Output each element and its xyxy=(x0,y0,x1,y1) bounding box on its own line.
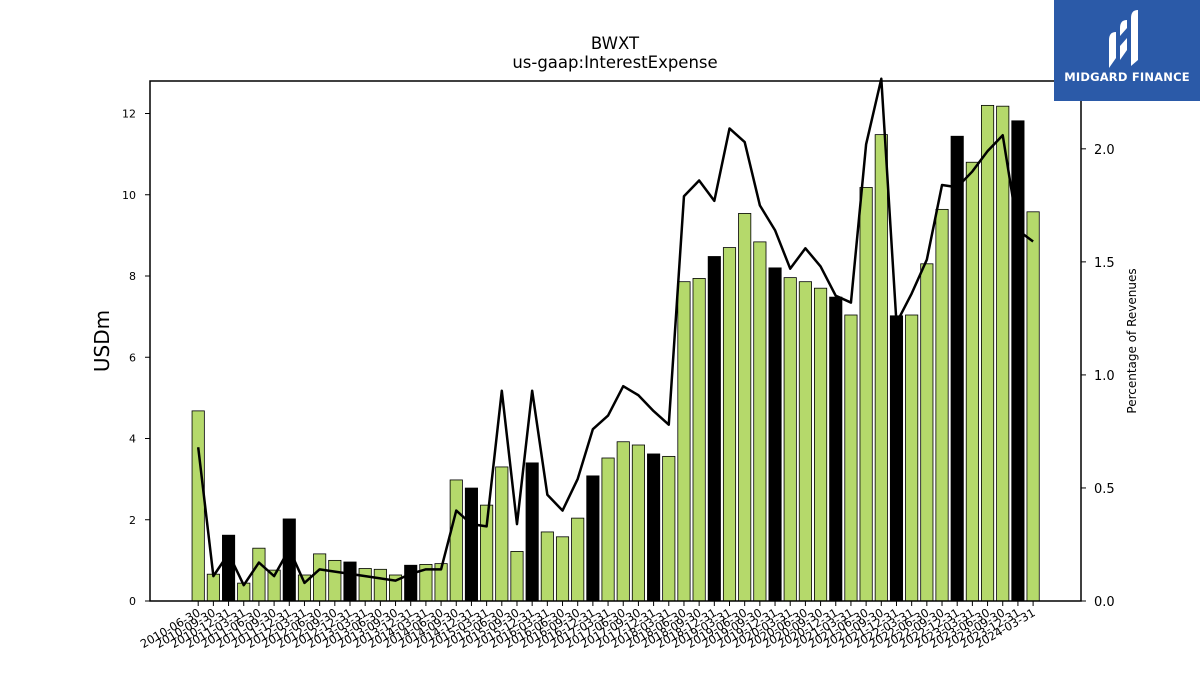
bar xyxy=(206,573,220,602)
bar xyxy=(889,315,904,602)
ratio-line xyxy=(196,77,1034,587)
y-tick-label: 12 xyxy=(122,108,136,121)
bar xyxy=(1011,120,1025,602)
bar xyxy=(692,278,706,602)
brand-name: MIDGARD FINANCE xyxy=(1064,70,1190,84)
bar xyxy=(798,281,812,602)
bar xyxy=(768,267,782,602)
bar xyxy=(328,559,342,602)
y-tick-label: 10 xyxy=(122,189,136,202)
bar xyxy=(859,187,873,602)
chart-subtitle: us-gaap:InterestExpense xyxy=(512,53,717,72)
bar xyxy=(905,314,919,602)
x-axis-ticks: 2010-06-302010-09-302010-12-312011-03-31… xyxy=(138,601,1038,651)
bar xyxy=(525,462,539,602)
bar xyxy=(1026,211,1040,602)
bar xyxy=(631,444,645,602)
bar xyxy=(495,466,509,602)
bar xyxy=(373,568,387,602)
bar xyxy=(950,135,964,602)
y2-axis-ticks: 0.0 0.5 1.0 1.5 2.0 xyxy=(1081,143,1115,610)
bar xyxy=(738,213,752,602)
y-tick-label: 0 xyxy=(129,595,136,608)
chart-title: BWXT xyxy=(591,34,640,53)
ratio-line-series xyxy=(196,77,1034,587)
y2-tick-label: 1.5 xyxy=(1094,256,1115,271)
bar xyxy=(996,105,1010,602)
bar xyxy=(844,314,858,602)
bar xyxy=(313,553,327,602)
bar xyxy=(252,547,266,602)
plot-frame xyxy=(149,80,1082,602)
bar xyxy=(722,247,737,602)
bar xyxy=(707,256,721,602)
bar xyxy=(753,241,767,602)
bar xyxy=(191,410,205,602)
brand-logo: MIDGARD FINANCE xyxy=(1054,0,1200,101)
bar xyxy=(343,561,357,602)
bar xyxy=(874,134,888,602)
bar xyxy=(647,453,661,602)
bar xyxy=(814,287,828,602)
y2-axis-label: Percentage of Revenues xyxy=(1125,268,1139,413)
y-axis-label: USDm xyxy=(90,310,114,372)
y-tick-label: 2 xyxy=(129,514,136,527)
bar xyxy=(601,457,615,602)
y-tick-label: 8 xyxy=(129,270,136,283)
y2-tick-label: 1.0 xyxy=(1094,369,1115,384)
bar xyxy=(571,517,585,602)
midgard-logo-icon xyxy=(1109,10,1138,68)
bar xyxy=(358,568,372,602)
y2-tick-label: 0.0 xyxy=(1094,595,1115,610)
y-tick-label: 4 xyxy=(129,433,136,446)
y-axis-ticks: 0 2 4 6 8 10 12 xyxy=(122,108,150,608)
bar xyxy=(222,534,236,602)
bar xyxy=(449,479,463,602)
y2-tick-label: 2.0 xyxy=(1094,143,1115,158)
bar xyxy=(540,531,554,602)
bar-series xyxy=(191,104,1040,602)
bar xyxy=(965,161,979,602)
bar xyxy=(404,564,418,602)
bar xyxy=(662,455,676,602)
bar xyxy=(677,281,691,602)
bar xyxy=(783,277,797,602)
bar xyxy=(464,487,478,602)
bar xyxy=(920,263,934,602)
bar xyxy=(510,551,524,602)
y2-tick-label: 0.5 xyxy=(1094,482,1115,497)
bar xyxy=(829,296,843,602)
bar xyxy=(981,104,995,602)
bar xyxy=(586,475,600,602)
bar xyxy=(616,441,630,602)
bar xyxy=(555,536,570,602)
bar xyxy=(935,208,949,602)
y-tick-label: 6 xyxy=(129,351,136,364)
